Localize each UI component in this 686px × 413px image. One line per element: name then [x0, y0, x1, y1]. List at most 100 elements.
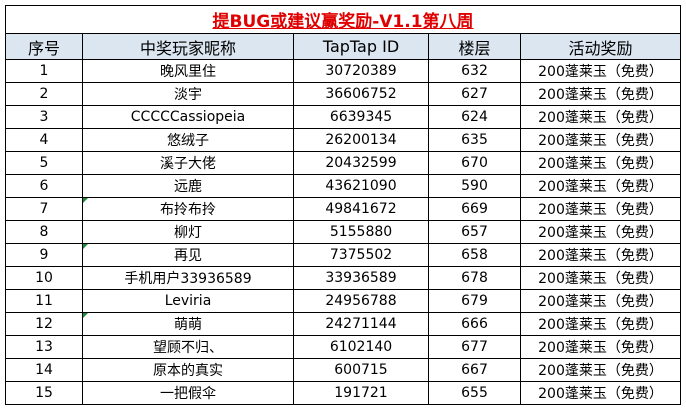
table-title: 提BUG或建议赢奖励-V1.1第八周: [4, 5, 682, 34]
table-cell: 627: [428, 82, 521, 106]
table-cell: 13: [5, 335, 83, 359]
table-row: 3 CCCCCassiopeia 6639345 624 200蓬莱玉（免费）: [5, 105, 682, 129]
table-cell: 200蓬莱玉（免费）: [519, 151, 682, 175]
table-cell: 655: [428, 381, 521, 405]
table-cell: 590: [428, 174, 521, 198]
table-row: 10 手机用户33936589 33936589 678 200蓬莱玉（免费）: [5, 266, 682, 290]
table-cell: 191721: [293, 381, 429, 405]
table-row: 7 布拎布拎 49841672 669 200蓬莱玉（免费）: [5, 197, 682, 221]
table-cell: 200蓬莱玉（免费）: [519, 312, 682, 336]
table-cell: 淡宇: [82, 82, 294, 106]
table-cell: 669: [428, 197, 521, 221]
table-cell: 200蓬莱玉（免费）: [519, 335, 682, 359]
title-row: 提BUG或建议赢奖励-V1.1第八周: [4, 5, 682, 34]
table-cell: 再见: [82, 243, 294, 267]
table-cell: 悠绒子: [82, 128, 294, 152]
table-cell: 4: [5, 128, 83, 152]
header-cell: 活动奖励: [519, 33, 682, 60]
table-body: 1 晚风里住 30720389 632 200蓬莱玉（免费） 2 淡宇 36606752 627…: [5, 59, 682, 405]
table-cell: 15: [5, 381, 83, 405]
table-cell: 666: [428, 312, 521, 336]
table-row: 6 远鹿 43621090 590 200蓬莱玉（免费）: [5, 174, 682, 198]
table-cell: 一把假伞: [82, 381, 294, 405]
table-cell: 200蓬莱玉（免费）: [519, 59, 682, 83]
comment-marker: [83, 198, 88, 203]
table-cell: CCCCCassiopeia: [82, 105, 294, 129]
table-cell: 657: [428, 220, 521, 244]
table-cell: 200蓬莱玉（免费）: [519, 358, 682, 382]
table-cell: 26200134: [293, 128, 429, 152]
table-cell: 24271144: [293, 312, 429, 336]
table-cell: 望顾不归、: [82, 335, 294, 359]
table-cell: 49841672: [293, 197, 429, 221]
table-cell: 200蓬莱玉（免费）: [519, 381, 682, 405]
table-cell: 原本的真实: [82, 358, 294, 382]
table-cell: 624: [428, 105, 521, 129]
table-cell: 7375502: [293, 243, 429, 267]
comment-marker: [83, 244, 88, 249]
table-cell: 679: [428, 289, 521, 313]
table-row: 11 Leviria 24956788 679 200蓬莱玉（免费）: [5, 289, 682, 313]
table-cell: 200蓬莱玉（免费）: [519, 220, 682, 244]
table-cell: 20432599: [293, 151, 429, 175]
header-cell: TapTap ID: [293, 33, 429, 60]
table-cell: 670: [428, 151, 521, 175]
table-cell: 手机用户33936589: [82, 266, 294, 290]
table-row: 2 淡宇 36606752 627 200蓬莱玉（免费）: [5, 82, 682, 106]
table-cell: 萌萌: [82, 312, 294, 336]
table-cell: 3: [5, 105, 83, 129]
table-row: 13 望顾不归、 6102140 677 200蓬莱玉（免费）: [5, 335, 682, 359]
table-cell: 5155880: [293, 220, 429, 244]
table-cell: 30720389: [293, 59, 429, 83]
table-cell: 600715: [293, 358, 429, 382]
table-cell: 200蓬莱玉（免费）: [519, 266, 682, 290]
table-cell: 43621090: [293, 174, 429, 198]
table-cell: 5: [5, 151, 83, 175]
table-cell: 200蓬莱玉（免费）: [519, 105, 682, 129]
table-cell: 14: [5, 358, 83, 382]
table-row: 15 一把假伞 191721 655 200蓬莱玉（免费）: [5, 381, 682, 405]
table-cell: 1: [5, 59, 83, 83]
table-cell: 678: [428, 266, 521, 290]
table-cell: 远鹿: [82, 174, 294, 198]
table-cell: 9: [5, 243, 83, 267]
table-cell: Leviria: [82, 289, 294, 313]
table-cell: 布拎布拎: [82, 197, 294, 221]
table-cell: 柳灯: [82, 220, 294, 244]
table-cell: 677: [428, 335, 521, 359]
table-cell: 200蓬莱玉（免费）: [519, 197, 682, 221]
table-row: 8 柳灯 5155880 657 200蓬莱玉（免费）: [5, 220, 682, 244]
table-cell: 36606752: [293, 82, 429, 106]
reward-table: 提BUG或建议赢奖励-V1.1第八周 序号 中奖玩家昵称 TapTap ID 楼层 活动…: [4, 5, 682, 405]
table-cell: 溪子大佬: [82, 151, 294, 175]
table-cell: 10: [5, 266, 83, 290]
table-cell: 200蓬莱玉（免费）: [519, 243, 682, 267]
table-cell: 24956788: [293, 289, 429, 313]
table-cell: 658: [428, 243, 521, 267]
header-cell: 序号: [5, 33, 83, 60]
table-cell: 200蓬莱玉（免费）: [519, 82, 682, 106]
header-cell: 中奖玩家昵称: [82, 33, 294, 60]
table-cell: 8: [5, 220, 83, 244]
table-row: 9 再见 7375502 658 200蓬莱玉（免费）: [5, 243, 682, 267]
table-cell: 200蓬莱玉（免费）: [519, 128, 682, 152]
table-cell: 200蓬莱玉（免费）: [519, 174, 682, 198]
table-cell: 12: [5, 312, 83, 336]
table-cell: 晚风里住: [82, 59, 294, 83]
comment-marker: [83, 313, 88, 318]
table-cell: 200蓬莱玉（免费）: [519, 289, 682, 313]
table-cell: 7: [5, 197, 83, 221]
table-cell: 635: [428, 128, 521, 152]
table-cell: 2: [5, 82, 83, 106]
table-row: 4 悠绒子 26200134 635 200蓬莱玉（免费）: [5, 128, 682, 152]
table-cell: 6: [5, 174, 83, 198]
header-row: 序号 中奖玩家昵称 TapTap ID 楼层 活动奖励: [5, 33, 682, 60]
table-row: 14 原本的真实 600715 667 200蓬莱玉（免费）: [5, 358, 682, 382]
table-cell: 632: [428, 59, 521, 83]
table-row: 12 萌萌 24271144 666 200蓬莱玉（免费）: [5, 312, 682, 336]
table-cell: 6102140: [293, 335, 429, 359]
header-cell: 楼层: [428, 33, 521, 60]
table-cell: 667: [428, 358, 521, 382]
table-cell: 11: [5, 289, 83, 313]
